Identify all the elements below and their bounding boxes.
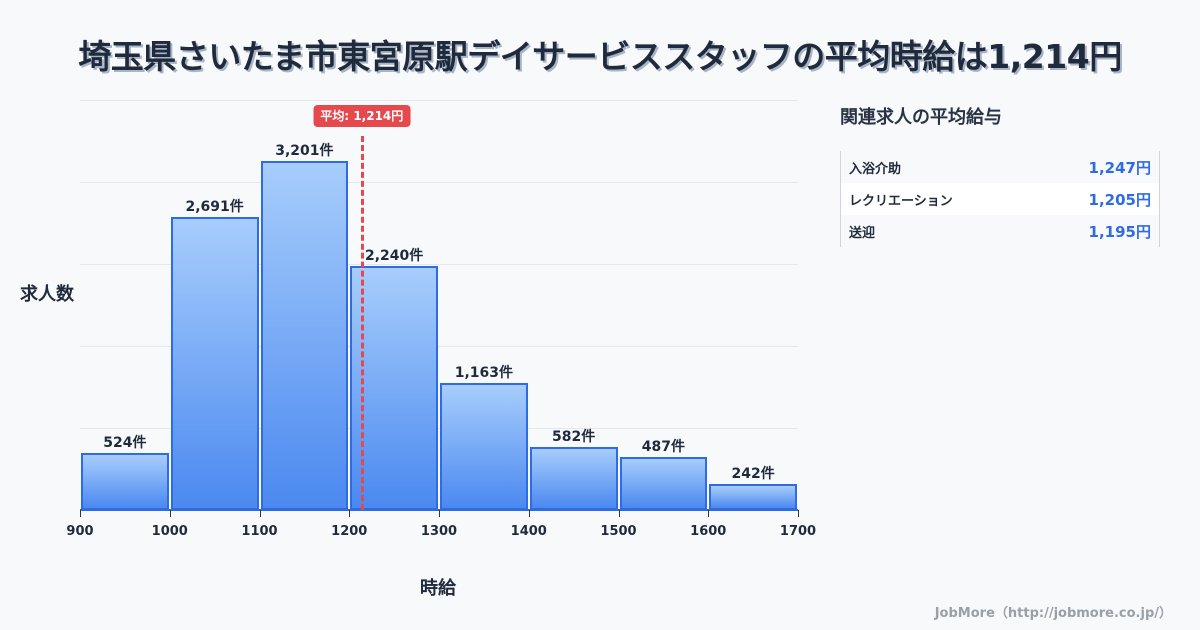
plot-area: 平均: 1,214円 524件 2,691件 3,201件 2,240件 1,163件 5… <box>66 100 816 539</box>
x-tick <box>798 510 799 517</box>
histogram-bar <box>81 452 169 510</box>
related-row-recreation: レクリエーション 1,205円 <box>841 183 1159 215</box>
x-tick <box>169 510 171 517</box>
average-line <box>360 136 364 510</box>
bar-value-label: 1,163件 <box>454 365 514 382</box>
histogram-chart: 求人数 時給 平均: 1,214円 524件 2,691件 3,201件 2,240件… <box>20 100 816 599</box>
bar-value-label: 242件 <box>731 465 775 482</box>
x-tick <box>708 510 710 517</box>
x-tick-label: 1100 <box>241 524 278 539</box>
x-tick <box>259 510 261 517</box>
bar-value-label: 2,691件 <box>185 198 244 215</box>
gridline <box>80 346 798 347</box>
related-salaries-panel: 関連求人の平均給与 入浴介助 1,247円 レクリエーション 1,205円 送迎… <box>840 103 1160 247</box>
histogram-bar <box>440 383 528 510</box>
x-tick <box>349 510 351 517</box>
related-value: 1,195円 <box>1088 222 1151 241</box>
x-tick <box>618 510 620 517</box>
related-value: 1,205円 <box>1088 190 1151 209</box>
x-tick-label: 1400 <box>510 524 547 539</box>
related-name: 入浴介助 <box>849 161 902 177</box>
bar-value-label: 3,201件 <box>275 142 334 159</box>
x-axis-label: 時給 <box>420 578 456 599</box>
x-tick-label: 1200 <box>331 524 368 539</box>
related-name: 送迎 <box>849 225 876 241</box>
related-value: 1,247円 <box>1088 158 1151 177</box>
histogram-bar <box>170 216 259 510</box>
histogram-bar <box>709 483 797 510</box>
histogram-bar <box>529 446 618 510</box>
x-tick <box>80 510 81 517</box>
gridline <box>80 264 798 265</box>
related-salaries-table: 入浴介助 1,247円 レクリエーション 1,205円 送迎 1,195円 <box>840 151 1160 247</box>
bar-value-label: 524件 <box>103 434 147 451</box>
related-name: レクリエーション <box>849 193 953 209</box>
bar-value-label: 2,240件 <box>364 247 424 264</box>
x-tick-label: 900 <box>66 524 94 539</box>
y-axis-label: 求人数 <box>20 284 74 305</box>
average-badge: 平均: 1,214円 <box>313 105 411 127</box>
related-row-transport: 送迎 1,195円 <box>841 215 1159 247</box>
x-tick-label: 1000 <box>151 524 188 539</box>
histogram-bar <box>260 160 349 510</box>
related-salaries-title: 関連求人の平均給与 <box>840 107 1002 128</box>
page-title: 埼玉県さいたま市東宮原駅デイサービススタッフの平均時給は1,214円 <box>78 37 1122 76</box>
histogram-bar <box>350 265 438 510</box>
x-tick <box>528 510 530 517</box>
x-tick-label: 1700 <box>779 524 817 539</box>
gridline <box>80 428 798 429</box>
bar-value-label: 487件 <box>641 438 685 455</box>
gridline <box>80 182 798 183</box>
gridline <box>80 100 798 101</box>
x-tick-label: 1500 <box>600 524 637 539</box>
x-tick <box>439 510 440 517</box>
x-tick-label: 1300 <box>420 524 458 539</box>
bar-value-label: 582件 <box>552 428 596 445</box>
related-row-bathing: 入浴介助 1,247円 <box>841 151 1159 183</box>
source-credit: JobMore（http://jobmore.co.jp/） <box>934 606 1172 621</box>
x-tick-label: 1600 <box>690 524 727 539</box>
histogram-bar <box>619 456 708 510</box>
